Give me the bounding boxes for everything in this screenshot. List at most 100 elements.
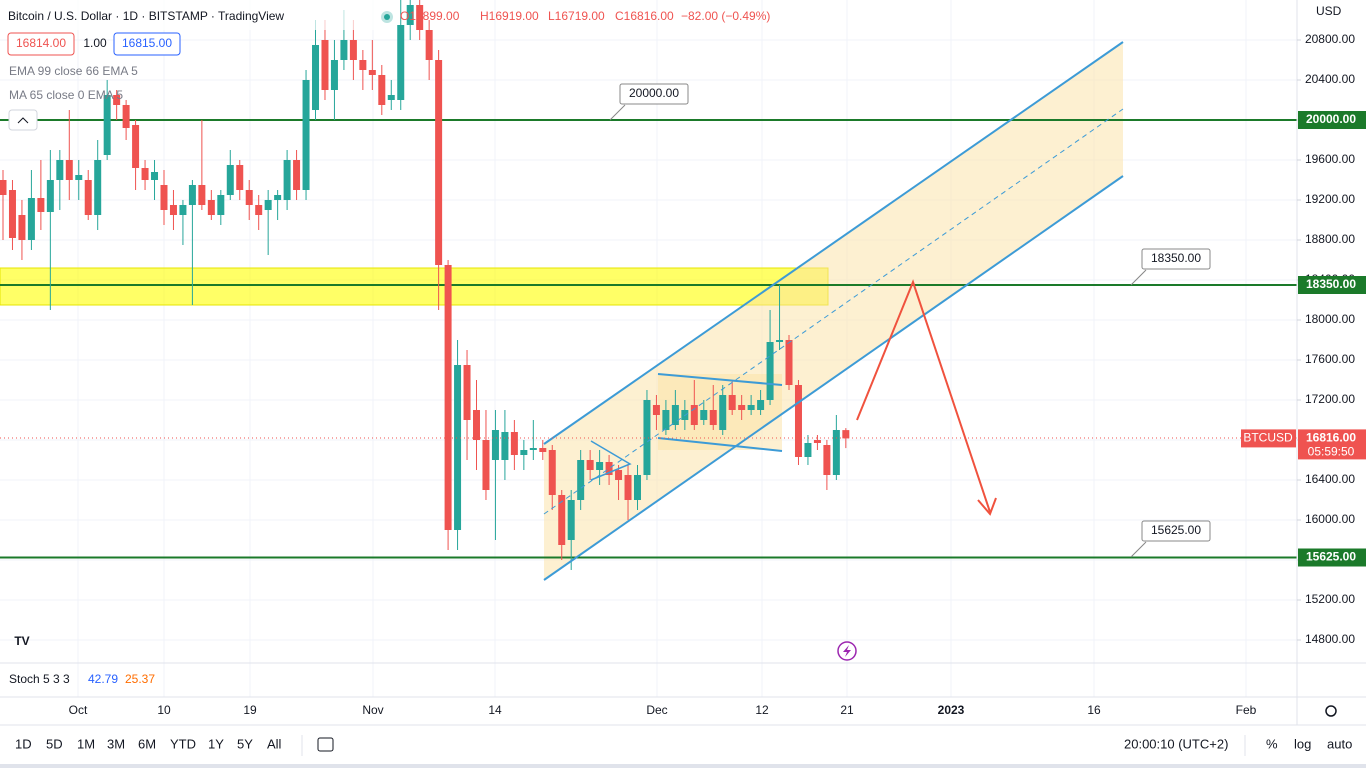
candle-body	[624, 475, 632, 500]
candle-body	[160, 185, 168, 210]
date-range-icon[interactable]	[317, 737, 334, 752]
triangle-pattern	[590, 440, 632, 481]
symbol-title: Bitcoin / U.S. Dollar · 1D · BITSTAMP · …	[8, 9, 284, 23]
candle-body	[378, 75, 386, 105]
candle-body	[56, 160, 64, 180]
candle-body	[690, 405, 698, 425]
sell-price: 16814.00	[16, 36, 66, 50]
candle-body	[321, 40, 329, 90]
candle-body	[302, 80, 310, 190]
candle-body	[359, 60, 367, 70]
candle-body	[482, 440, 490, 490]
candle-body	[747, 405, 755, 410]
timeframe-button[interactable]: 6M	[138, 736, 156, 751]
candle-body	[226, 165, 234, 195]
channel-upper	[543, 41, 1124, 445]
callout-label: 18350.00	[1151, 251, 1201, 265]
toolbar-bottom	[0, 764, 1366, 768]
resistance-zone	[0, 267, 829, 306]
candle-body	[198, 185, 206, 205]
timeframe-button[interactable]: 1D	[15, 736, 32, 751]
candle-body	[832, 430, 840, 475]
forecast-arrow	[856, 279, 991, 513]
candle-body	[217, 195, 225, 215]
sell-button[interactable]	[7, 32, 75, 56]
timeframe-button[interactable]: All	[267, 736, 282, 751]
time-label: 14	[488, 703, 502, 717]
timeframe-button[interactable]: YTD	[170, 736, 196, 751]
candle-body	[633, 475, 641, 500]
candle-body	[615, 470, 623, 480]
candle-body	[444, 265, 452, 530]
candle-body	[425, 30, 433, 60]
candle-body	[785, 340, 793, 385]
candle-body	[757, 400, 765, 410]
price-axis: 14800.0015200.0015600.0016000.0016400.00…	[1241, 32, 1366, 646]
candle-body	[539, 448, 547, 452]
candle-body	[567, 500, 575, 540]
candle-body	[274, 195, 282, 200]
price-tick-label: 18800.00	[1305, 232, 1355, 246]
candle-body	[501, 432, 509, 460]
candle-body	[0, 180, 7, 195]
candle-body	[141, 168, 149, 180]
candle-body	[709, 410, 717, 425]
flag-upper	[657, 373, 783, 386]
candle-body	[662, 410, 670, 430]
timeframe-button[interactable]: 1M	[77, 736, 95, 751]
candle-body	[84, 180, 92, 215]
candle-body	[330, 60, 338, 90]
ohlc-high: H16919.00	[480, 9, 539, 23]
price-tick-label: 20400.00	[1305, 72, 1355, 86]
candle-body	[529, 448, 537, 450]
candle-body	[548, 450, 556, 495]
price-tick-label: 19600.00	[1305, 152, 1355, 166]
candle-body	[605, 462, 613, 475]
timeframe-button[interactable]: 1Y	[208, 736, 224, 751]
candle-body	[586, 460, 594, 470]
candle-body	[387, 95, 395, 100]
candle-body	[794, 385, 802, 457]
candle-body	[37, 198, 45, 212]
time-axis: Oct 10 19 Nov 14 Dec 12 21 2023 16 Feb	[69, 703, 1257, 717]
clock: 20:00:10 (UTC+2)	[1124, 736, 1228, 751]
time-label: Dec	[646, 703, 667, 717]
time-label: 12	[755, 703, 769, 717]
timeframe-button[interactable]: 5Y	[237, 736, 253, 751]
price-tick-label: 20800.00	[1305, 32, 1355, 46]
last-price-tag	[1298, 429, 1366, 460]
candle-body	[652, 405, 660, 415]
candle-body	[368, 70, 376, 75]
timeframe-button[interactable]: 5D	[46, 736, 63, 751]
candle-body	[520, 450, 528, 455]
candle-body	[113, 95, 121, 105]
levels	[0, 119, 1297, 559]
log-button[interactable]: log	[1294, 736, 1311, 751]
symbol-tag-label: BTCUSD	[1243, 431, 1293, 445]
candle-body	[823, 445, 831, 475]
timeframe-button[interactable]: 3M	[107, 736, 125, 751]
symbol-tag	[1241, 429, 1296, 448]
stoch-k: 42.79	[88, 672, 118, 686]
candle-body	[75, 175, 83, 180]
candle-body	[643, 400, 651, 475]
time-label: Oct	[69, 703, 88, 717]
logo: TV	[14, 634, 29, 648]
candle-body	[293, 160, 301, 190]
settings-icon[interactable]	[1325, 705, 1337, 717]
auto-button[interactable]: auto	[1327, 736, 1352, 751]
candle-body	[719, 395, 727, 430]
buy-button[interactable]	[113, 32, 181, 56]
countdown: 05:59:50	[1308, 445, 1355, 459]
price-tick-label: 19200.00	[1305, 192, 1355, 206]
percent-button[interactable]: %	[1266, 736, 1278, 751]
candle-body	[340, 40, 348, 60]
stoch-name: Stoch 5 3 3	[9, 672, 70, 686]
candle-body	[179, 205, 187, 215]
candle-body	[207, 200, 215, 215]
collapse-button[interactable]	[8, 109, 38, 131]
callout-label: 15625.00	[1151, 523, 1201, 537]
channel-mid	[543, 108, 1124, 515]
